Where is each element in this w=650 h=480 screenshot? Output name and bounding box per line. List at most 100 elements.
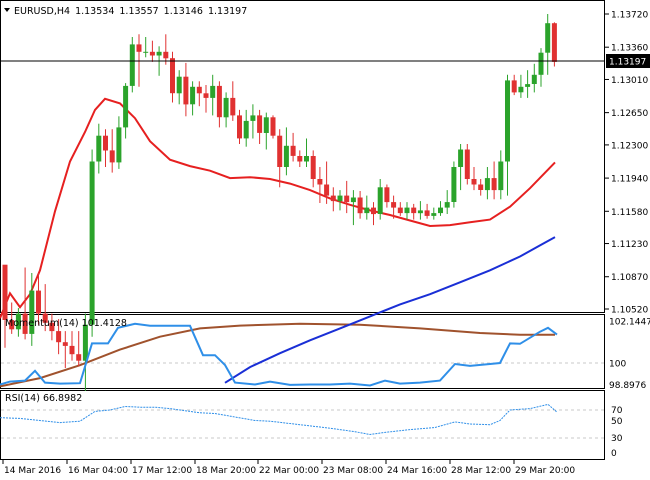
candle xyxy=(438,201,443,216)
candle-body xyxy=(471,179,477,185)
candle xyxy=(89,149,95,337)
candle xyxy=(223,92,229,128)
candle xyxy=(42,284,48,332)
rsi-tick-label: 50 xyxy=(611,417,623,427)
time-tick-label: 22 Mar 00:00 xyxy=(259,466,319,476)
candle xyxy=(511,74,517,96)
candle-body xyxy=(404,207,410,214)
candle xyxy=(210,74,216,116)
candle xyxy=(82,313,88,391)
candle-body xyxy=(82,324,88,361)
candle-body xyxy=(22,313,28,334)
candle xyxy=(391,195,397,219)
candle-body xyxy=(149,51,155,56)
candle-body xyxy=(116,127,122,163)
candle xyxy=(277,129,283,188)
header-close: 1.13197 xyxy=(208,6,247,17)
candle xyxy=(190,81,196,116)
candle-body xyxy=(417,210,423,214)
candle-body xyxy=(250,115,256,121)
candle xyxy=(350,190,356,226)
candle-body xyxy=(36,290,41,314)
candle-body xyxy=(136,44,142,52)
rsi-tick-label: 30 xyxy=(611,434,623,444)
candle-body xyxy=(545,23,551,53)
candle xyxy=(196,81,202,107)
candle xyxy=(357,191,363,219)
candle-body xyxy=(397,207,403,214)
candle xyxy=(297,150,303,167)
candle-body xyxy=(538,52,544,75)
candle-body xyxy=(89,161,95,325)
candle-body xyxy=(451,167,457,202)
time-tick-label: 23 Mar 08:00 xyxy=(323,466,383,476)
candle-body xyxy=(344,195,350,203)
candle-body xyxy=(9,320,15,330)
candle xyxy=(491,161,497,200)
candle-body xyxy=(531,74,537,84)
candle-body xyxy=(324,184,330,196)
candle-body xyxy=(257,115,263,133)
candle xyxy=(324,161,330,204)
candle-body xyxy=(297,156,303,162)
candle-body xyxy=(196,86,202,94)
candle xyxy=(129,37,135,93)
price-tick-label: 1.12300 xyxy=(611,141,648,151)
candlesticks xyxy=(2,14,557,391)
time-tick-label: 28 Mar 12:00 xyxy=(451,466,511,476)
candle-body xyxy=(478,184,484,190)
candle-body xyxy=(424,210,430,216)
candle xyxy=(109,129,115,173)
candle xyxy=(183,62,189,117)
header-low: 1.13146 xyxy=(164,6,203,17)
candle xyxy=(216,81,222,128)
candle-body xyxy=(183,76,189,105)
candle xyxy=(69,331,75,361)
time-tick-label: 16 Mar 04:00 xyxy=(68,466,128,476)
candle-body xyxy=(511,80,517,93)
candle-body xyxy=(464,149,470,179)
candle-body xyxy=(525,84,531,87)
candle xyxy=(283,127,289,176)
price-tick-label: 1.13360 xyxy=(611,44,648,54)
candle xyxy=(330,187,336,212)
candle xyxy=(531,63,537,93)
candle xyxy=(478,179,484,196)
candle-body xyxy=(176,76,182,94)
candle-body xyxy=(444,202,450,208)
moving-averages xyxy=(0,97,556,388)
time-tick-label: 24 Mar 16:00 xyxy=(387,466,447,476)
candle-body xyxy=(377,187,383,214)
candle xyxy=(116,116,122,169)
candle xyxy=(56,319,62,355)
candle xyxy=(458,144,464,191)
candle-body xyxy=(42,313,48,323)
candle xyxy=(464,144,470,185)
candle xyxy=(230,81,236,121)
momentum-line xyxy=(0,322,558,387)
candle xyxy=(15,308,21,337)
price-axis: 1.13720 1.13360 1.13010 1.12650 1.12300 1.119… xyxy=(605,11,648,316)
candle xyxy=(417,201,423,220)
momentum-tick-label: 102.1447 xyxy=(609,318,650,328)
candle xyxy=(263,112,269,150)
candle-body xyxy=(2,264,8,320)
dropdown-triangle-icon[interactable] xyxy=(4,8,10,12)
header-symbol: EURUSD,H4 xyxy=(14,6,70,17)
candle xyxy=(243,109,249,147)
candle-body xyxy=(304,156,309,162)
candle xyxy=(344,180,350,214)
candle-body xyxy=(190,86,196,105)
current-price-label: 1.13197 xyxy=(609,58,646,68)
candle xyxy=(471,167,477,191)
momentum-tick-label: 100 xyxy=(609,360,626,370)
candle xyxy=(304,138,309,167)
candle xyxy=(103,129,108,167)
candle xyxy=(551,22,557,67)
candle xyxy=(96,123,102,174)
candle-body xyxy=(210,85,216,98)
candle-body xyxy=(170,58,175,94)
candle xyxy=(149,40,155,62)
